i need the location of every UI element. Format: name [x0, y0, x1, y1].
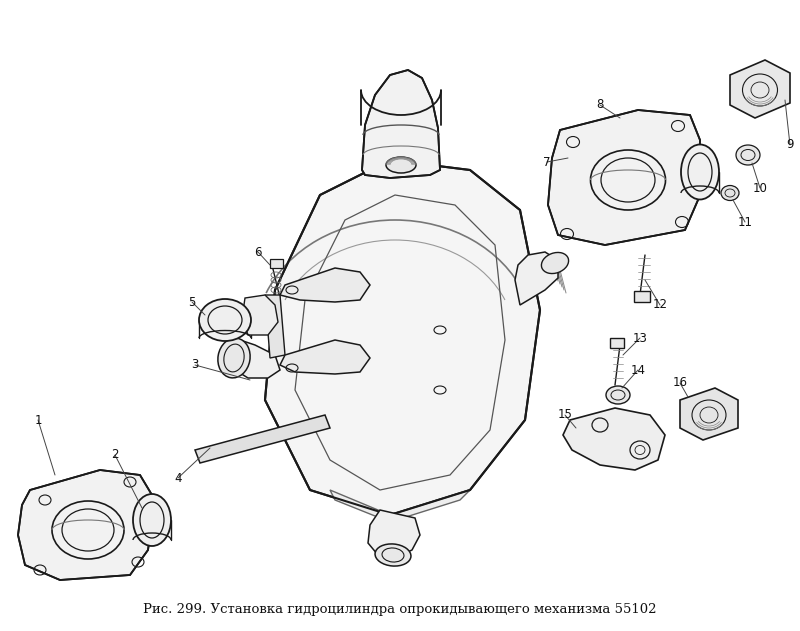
Text: 3: 3: [191, 358, 198, 372]
Polygon shape: [280, 340, 370, 374]
Ellipse shape: [681, 144, 719, 199]
Text: 11: 11: [738, 216, 753, 228]
Polygon shape: [265, 295, 285, 358]
Polygon shape: [18, 470, 155, 580]
Text: 14: 14: [630, 363, 646, 377]
Ellipse shape: [606, 386, 630, 404]
Polygon shape: [730, 60, 790, 118]
Ellipse shape: [736, 145, 760, 165]
Text: 10: 10: [753, 182, 767, 194]
Bar: [634, 290, 650, 302]
Text: 16: 16: [673, 377, 687, 389]
Text: ГД: ГД: [331, 271, 458, 349]
Text: 13: 13: [633, 331, 647, 345]
Polygon shape: [242, 295, 278, 335]
Polygon shape: [280, 268, 370, 302]
Text: 2: 2: [111, 449, 118, 461]
Text: 6: 6: [254, 245, 262, 259]
Text: 12: 12: [653, 298, 667, 312]
Ellipse shape: [133, 494, 171, 546]
Polygon shape: [330, 490, 470, 522]
Text: 7: 7: [543, 155, 550, 168]
Bar: [270, 259, 282, 268]
Text: 8: 8: [596, 98, 604, 112]
Polygon shape: [515, 252, 558, 305]
Polygon shape: [265, 160, 540, 515]
Polygon shape: [362, 70, 440, 178]
Polygon shape: [195, 415, 330, 463]
Text: 15: 15: [558, 408, 573, 422]
Text: 9: 9: [786, 138, 794, 151]
Ellipse shape: [218, 338, 250, 378]
Text: Рис. 299. Установка гидроцилиндра опрокидывающего механизма 55102: Рис. 299. Установка гидроцилиндра опроки…: [143, 603, 657, 616]
Ellipse shape: [542, 252, 569, 274]
Text: 5: 5: [188, 295, 196, 309]
Text: 1: 1: [34, 413, 42, 427]
Ellipse shape: [375, 544, 411, 566]
Bar: [610, 338, 624, 348]
Ellipse shape: [721, 186, 739, 201]
Polygon shape: [230, 340, 280, 378]
Ellipse shape: [199, 299, 251, 341]
Ellipse shape: [386, 157, 416, 173]
Polygon shape: [680, 388, 738, 440]
Polygon shape: [563, 408, 665, 470]
Text: 4: 4: [174, 471, 182, 485]
Polygon shape: [368, 510, 420, 558]
Polygon shape: [548, 110, 700, 245]
